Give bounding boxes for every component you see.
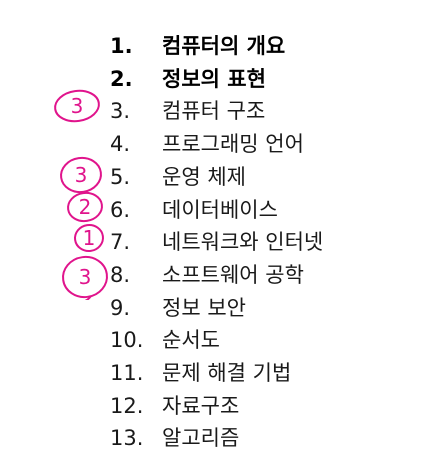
toc-item-number: 8. [110,262,131,287]
toc-item: 4. 프로그래밍 언어 [0,128,445,160]
toc-item-title: 자료구조 [162,393,240,418]
toc-item-title: 소프트웨어 공학 [162,262,304,287]
toc-item: 8. 소프트웨어 공학 [0,259,445,291]
toc-item-title: 컴퓨터의 개요 [162,34,286,58]
toc-item-number: 12. [110,393,144,418]
toc-item-number: 7. [110,230,131,255]
toc-item-title: 알고리즘 [162,426,240,451]
toc-item-number: 1. [110,34,133,58]
toc-item-number: 10. [110,328,144,353]
toc-item: 1. 컴퓨터의 개요 [0,30,445,62]
toc-item-title: 정보 보안 [162,295,246,320]
toc-item: 10. 순서도 [0,324,445,356]
toc-item: 12. 자료구조 [0,390,445,422]
toc-item: 9. 정보 보안 [0,292,445,324]
toc-item: 5. 운영 체제 [0,161,445,193]
toc-item-title: 컴퓨터 구조 [162,99,266,124]
toc-item-title: 정보의 표현 [162,66,266,91]
toc-item-title: 프로그래밍 언어 [162,132,304,157]
toc-item: 6. 데이터베이스 [0,194,445,226]
toc-item-title: 문제 해결 기법 [162,361,292,385]
toc-item-number: 3. [110,99,131,124]
toc-item-title: 운영 체제 [162,164,246,189]
toc-item-number: 2. [110,66,133,91]
toc-item: 3. 컴퓨터 구조 [0,95,445,127]
toc-item-title: 순서도 [162,328,220,353]
toc-item-number: 11. [110,361,144,385]
toc-item-number: 13. [110,426,144,451]
toc-item: 13. 알고리즘 [0,422,445,454]
toc-item-number: 9. [110,295,131,320]
toc-item-title: 데이터베이스 [162,197,278,222]
toc-item-number: 5. [110,164,131,189]
toc-item: 7. 네트워크와 인터넷 [0,226,445,258]
toc-item: 2. 정보의 표현 [0,63,445,95]
toc-item: 11. 문제 해결 기법 [0,357,445,389]
toc-item-number: 4. [110,132,131,157]
toc-item-title: 네트워크와 인터넷 [162,230,324,255]
toc-item-number: 6. [110,197,131,222]
